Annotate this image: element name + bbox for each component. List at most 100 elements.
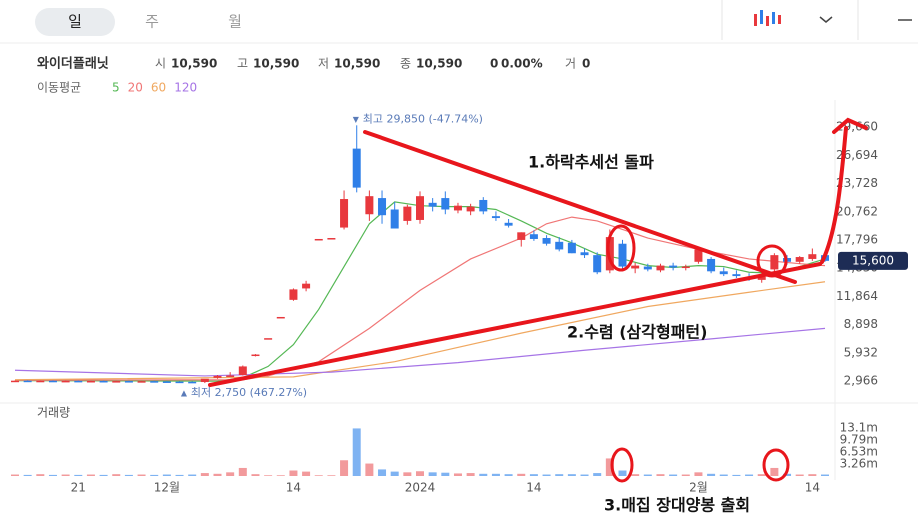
volume-bar xyxy=(643,474,652,476)
high-label: 최고 29,850 (-47.74%) xyxy=(363,112,483,125)
candle-body xyxy=(314,238,323,241)
moving-average xyxy=(14,201,826,382)
volume-bar xyxy=(213,473,222,476)
info-label: 종 xyxy=(400,57,411,71)
candle-body xyxy=(567,242,576,254)
candle-body xyxy=(226,375,235,377)
volume-bar xyxy=(631,474,640,476)
dropdown[interactable] xyxy=(819,16,833,23)
volume-bar xyxy=(416,471,424,476)
volume-bar xyxy=(150,474,159,476)
volume-bar xyxy=(11,474,19,476)
change: 0 xyxy=(490,57,498,71)
y-tick-label: 5,932 xyxy=(844,345,878,359)
volume-bar xyxy=(137,474,146,476)
candle-body xyxy=(352,148,361,188)
moving-average xyxy=(14,327,826,377)
annotation: 3.매집 장대양봉 출회 xyxy=(604,496,750,515)
tab[interactable]: 일 xyxy=(68,13,82,31)
tab-active-bg[interactable] xyxy=(35,8,115,36)
y-tick-label: 20,762 xyxy=(836,204,878,218)
candle-body xyxy=(200,378,209,383)
tab[interactable]: 월 xyxy=(228,13,242,31)
candle-body xyxy=(416,196,424,220)
volume-bar xyxy=(302,471,311,476)
volume-bar xyxy=(276,475,285,476)
x-tick-label: 2024 xyxy=(405,481,436,495)
volume-title: 거래량 xyxy=(37,406,70,420)
volume-bar xyxy=(517,473,526,476)
candle-body xyxy=(580,252,589,256)
info-value: 10,590 xyxy=(416,57,462,71)
volume-bar xyxy=(555,474,564,476)
info-label: 시 xyxy=(155,57,166,71)
chart-type-icon[interactable] xyxy=(754,10,781,26)
info-value: 0 xyxy=(582,57,590,71)
moving-average xyxy=(14,281,826,381)
candle-body xyxy=(289,289,298,300)
candle-body xyxy=(681,266,690,269)
volume-bar xyxy=(783,473,792,476)
volume-bar xyxy=(441,472,450,476)
volume-bar xyxy=(124,474,133,476)
candle-body xyxy=(428,202,437,207)
annotation-shapes xyxy=(208,117,868,483)
x-tick-label: 12월 xyxy=(154,481,180,495)
candle-body xyxy=(593,255,602,273)
candle-body xyxy=(276,316,285,319)
x-tick-label: 14 xyxy=(526,481,541,495)
candle-body xyxy=(643,266,652,270)
candle-body xyxy=(479,199,488,212)
tab[interactable]: 주 xyxy=(145,13,159,31)
volume-bar xyxy=(61,474,70,476)
candle-body xyxy=(403,206,412,221)
candle-body xyxy=(36,380,45,383)
legend-entry: 60 xyxy=(151,81,166,95)
legend-entry: 20 xyxy=(128,81,143,95)
volume-bar xyxy=(795,474,804,476)
low-label: 최저 2,750 (467.27%) xyxy=(191,386,307,399)
y-tick-label: 3.26m xyxy=(840,457,878,471)
info-value: 10,590 xyxy=(253,57,299,71)
y-tick-label: 8,898 xyxy=(844,317,878,331)
volume-bar xyxy=(428,472,437,476)
x-tick-label: 14 xyxy=(805,481,820,495)
volume-bar xyxy=(567,474,576,476)
x-tick-label: 21 xyxy=(71,481,86,495)
x-tick-label: 2월 xyxy=(689,481,708,495)
candle-body xyxy=(491,216,500,219)
candle-body xyxy=(302,283,311,289)
volume-bar xyxy=(36,474,45,476)
volume-bar xyxy=(745,474,754,476)
volume-bar xyxy=(238,467,247,476)
candle-body xyxy=(188,381,197,384)
volume-bar xyxy=(188,474,197,476)
info-label: 고 xyxy=(237,57,248,71)
y-tick-label: 17,796 xyxy=(836,232,878,246)
candle-body xyxy=(795,257,804,262)
volume-bar xyxy=(264,475,273,476)
candle-body xyxy=(707,258,716,272)
info-label: 저 xyxy=(318,57,329,71)
legend-entry: 5 xyxy=(112,81,120,95)
annotation: 2.수렴 (삼각형패턴) xyxy=(567,323,707,342)
candle-body xyxy=(517,232,526,240)
volume-bar xyxy=(352,428,361,476)
y-tick-label: 9.79m xyxy=(840,433,878,447)
volume-bar xyxy=(808,474,817,476)
info-label: 거 xyxy=(565,57,576,71)
volume-bar xyxy=(403,472,412,476)
volume-bar xyxy=(23,474,32,476)
volume-bar xyxy=(656,474,665,476)
volume-bar xyxy=(74,474,83,476)
candle-body xyxy=(732,274,741,277)
candle-body xyxy=(694,249,703,262)
legend-entry: 120 xyxy=(174,81,197,95)
stock-name: 와이더플래닛 xyxy=(37,56,109,72)
volume-bar xyxy=(314,475,323,476)
volume-bar xyxy=(327,475,336,476)
volume-bar xyxy=(504,474,513,476)
candle-body xyxy=(757,277,766,280)
volume-bar xyxy=(251,474,260,476)
